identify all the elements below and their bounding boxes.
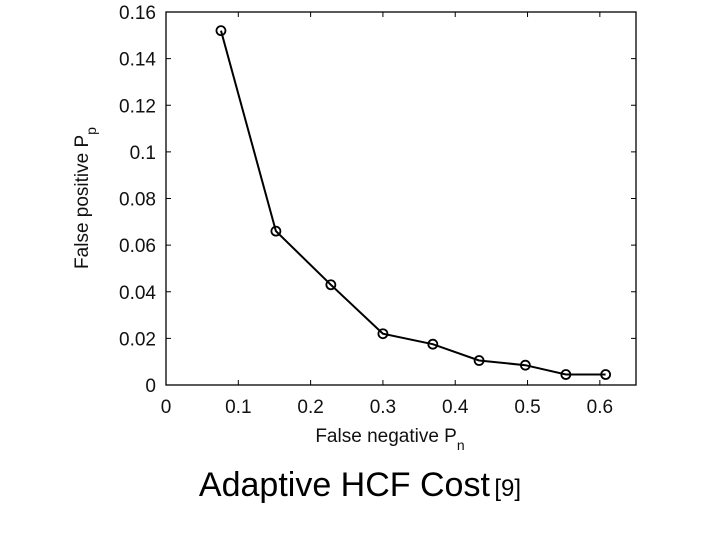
data-point bbox=[325, 279, 337, 291]
series-line bbox=[220, 30, 606, 376]
y-tick-label: 0 bbox=[145, 376, 156, 397]
y-axis-label: False positive Pp bbox=[72, 127, 99, 269]
y-tick-label: 0.08 bbox=[119, 190, 156, 211]
data-point bbox=[473, 355, 485, 366]
chart: 0 0.1 0.2 0.3 0.4 0.5 0.6 0 0.02 0.04 0.06 0.08 0.1 0… bbox=[72, 3, 637, 453]
tick-marks bbox=[165, 11, 636, 386]
data-point bbox=[427, 338, 439, 350]
x-tick-label: 0.1 bbox=[225, 397, 251, 418]
x-axis-label-main: False negative P bbox=[315, 426, 457, 447]
data-point bbox=[270, 225, 282, 237]
x-tick-label: 0.3 bbox=[370, 397, 396, 418]
tick-labels: 0 0.1 0.2 0.3 0.4 0.5 0.6 0 0.02 0.04 0.06 0.08 0.1 0… bbox=[119, 3, 613, 418]
data-point bbox=[600, 369, 612, 380]
x-axis-label: False negative Pn bbox=[315, 426, 464, 453]
x-tick-label: 0.2 bbox=[297, 397, 323, 418]
y-tick-label: 0.04 bbox=[119, 283, 156, 304]
y-tick-label: 0.1 bbox=[130, 143, 156, 164]
x-tick-label: 0.6 bbox=[587, 397, 613, 418]
y-tick-label: 0.06 bbox=[119, 236, 156, 257]
y-tick-label: 0.14 bbox=[119, 50, 156, 71]
caption-text: Adaptive HCF Cost bbox=[198, 466, 490, 504]
caption: Adaptive HCF Cost [9] bbox=[0, 466, 720, 505]
y-tick-label: 0.16 bbox=[119, 3, 156, 24]
data-point bbox=[377, 328, 389, 340]
x-tick-label: 0.5 bbox=[514, 397, 540, 418]
y-tick-label: 0.02 bbox=[119, 329, 156, 350]
data-markers bbox=[215, 25, 612, 380]
data-point bbox=[519, 359, 531, 371]
y-axis-label-main: False positive P bbox=[72, 135, 93, 269]
plot-frame bbox=[165, 11, 637, 386]
y-tick-label: 0.12 bbox=[119, 96, 156, 117]
y-axis-label-subscript: p bbox=[83, 127, 99, 135]
caption-reference: [9] bbox=[494, 475, 522, 502]
data-point bbox=[215, 25, 227, 37]
data-point bbox=[560, 369, 572, 380]
x-axis-label-subscript: n bbox=[457, 437, 465, 453]
x-tick-label: 0 bbox=[161, 397, 172, 418]
x-tick-label: 0.4 bbox=[442, 397, 469, 418]
